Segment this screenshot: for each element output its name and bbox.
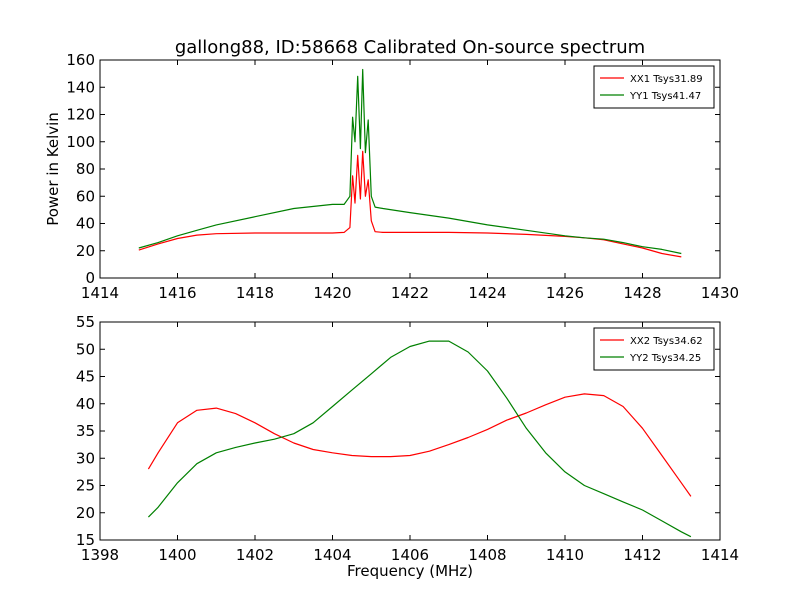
x-tick-label: 1406 — [391, 546, 429, 564]
legend-box — [593, 65, 715, 109]
series-line-2 — [147, 340, 692, 538]
x-axis-label: Frequency (MHz) — [347, 562, 473, 580]
x-tick-label: 1414 — [81, 284, 119, 302]
x-tick-label: 1428 — [623, 284, 661, 302]
y-tick-label: 160 — [66, 51, 95, 69]
x-tick-label: 1422 — [391, 284, 429, 302]
y-tick-label: 40 — [76, 395, 95, 413]
y-tick-label: 50 — [76, 340, 95, 358]
x-tick-label: 1416 — [158, 284, 196, 302]
legend-label: YY2 Tsys34.25 — [629, 353, 701, 364]
legend-label: YY1 Tsys41.47 — [629, 91, 701, 102]
y-tick-label: 120 — [66, 106, 95, 124]
chart-title: gallong88, ID:58668 Calibrated On-source… — [175, 37, 645, 58]
y-tick-label: 45 — [76, 368, 95, 386]
series-line-2 — [138, 68, 682, 255]
y-tick-label: 80 — [76, 160, 95, 178]
bottom-plot: 1398 1400 1402 1404 1406 1408 1410 1412 1414 15 20… — [76, 313, 739, 564]
x-tick-label: 1420 — [313, 284, 351, 302]
series-line-1 — [138, 150, 682, 258]
y-tick-label: 0 — [85, 269, 95, 287]
x-tick-label: 1402 — [236, 546, 274, 564]
x-tick-label: 1426 — [546, 284, 584, 302]
y-tick-label: 15 — [76, 531, 95, 549]
y-axis-label: Power in Kelvin — [44, 112, 62, 226]
y-tick-label: 140 — [66, 78, 95, 96]
series-line-1 — [147, 393, 692, 497]
y-tick-label: 25 — [76, 477, 95, 495]
legend-label: XX2 Tsys34.62 — [630, 336, 703, 347]
legend-box — [593, 327, 715, 371]
y-tick-label: 20 — [76, 242, 95, 260]
y-tick-label: 60 — [76, 187, 95, 205]
x-tick-label: 1412 — [623, 546, 661, 564]
x-tick-label: 1400 — [158, 546, 196, 564]
y-tick-label: 100 — [66, 133, 95, 151]
y-tick-label: 30 — [76, 449, 95, 467]
x-tick-label: 1404 — [313, 546, 351, 564]
x-tick-label: 1414 — [701, 546, 739, 564]
y-tick-label: 35 — [76, 422, 95, 440]
legend-label: XX1 Tsys31.89 — [630, 74, 703, 85]
y-tick-label: 20 — [76, 504, 95, 522]
x-tick-label: 1430 — [701, 284, 739, 302]
x-tick-label: 1398 — [81, 546, 119, 564]
y-tick-label: 40 — [76, 215, 95, 233]
y-tick-label: 55 — [76, 313, 95, 331]
x-tick-label: 1408 — [468, 546, 506, 564]
x-tick-label: 1424 — [468, 284, 506, 302]
x-tick-label: 1410 — [546, 546, 584, 564]
x-tick-label: 1418 — [236, 284, 274, 302]
top-plot: 1414 1416 1418 1420 1422 1424 1426 1428 1430 0 20 4… — [66, 51, 739, 302]
